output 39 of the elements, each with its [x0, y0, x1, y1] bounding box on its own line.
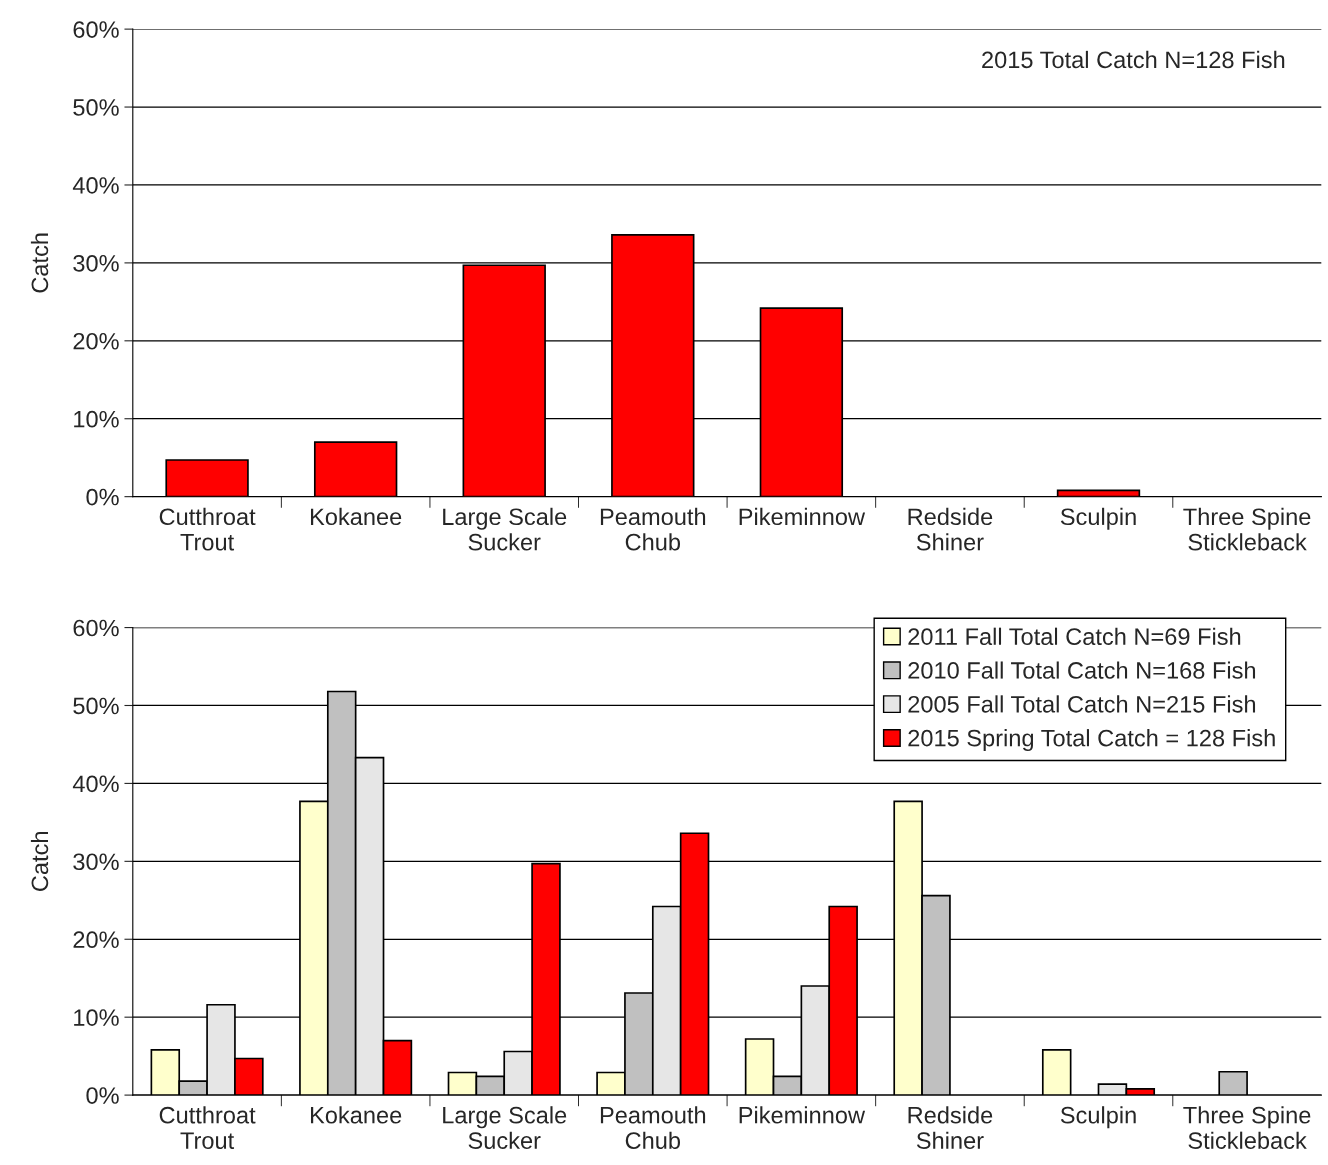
y-tick-label: 0% — [86, 488, 119, 506]
x-tick-label: Cutthroat Trout — [159, 1106, 256, 1149]
y-tick-label: 10% — [74, 1009, 119, 1026]
y-axis-title: Catch — [30, 233, 49, 293]
y-tick-label: 30% — [73, 254, 119, 272]
legend-label: 2010 Fall Total Catch N=168 Fish — [908, 661, 1256, 679]
x-tick-label: Pikeminnow — [739, 1106, 866, 1124]
x-tick-label: Large Scale Sucker — [443, 507, 567, 551]
x-tick-label: Kokanee — [310, 1106, 402, 1124]
y-tick-label: 50% — [73, 99, 119, 116]
bar — [313, 441, 398, 497]
y-tick-label: 50% — [73, 697, 119, 715]
y-axis-title: Catch — [30, 832, 49, 891]
x-tick-label: Redside Shiner — [908, 1106, 993, 1149]
bar — [165, 459, 249, 497]
legend-label: 2015 Spring Total Catch = 128 Fish — [908, 729, 1275, 752]
annotation: 2015 Total Catch N=128 Fish — [982, 50, 1285, 69]
x-tick-label: Peamouth Chub — [600, 1106, 706, 1149]
y-tick-label: 40% — [72, 177, 119, 194]
y-tick-label: 20% — [73, 931, 119, 949]
y-tick-label: 60% — [73, 619, 119, 637]
x-tick-label: Redside Shiner — [908, 507, 993, 551]
x-tick-label: Three Spine Stickleback — [1183, 507, 1311, 551]
legend-label: 2011 Fall Total Catch N=69 Fish — [908, 627, 1241, 645]
x-tick-label: Large Scale Sucker — [443, 1106, 567, 1149]
y-tick-label: 0% — [86, 1087, 119, 1104]
y-tick-label: 30% — [73, 853, 119, 871]
x-tick-label: Three Spine Stickleback — [1183, 1106, 1311, 1149]
x-tick-label: Peamouth Chub — [600, 507, 706, 551]
y-tick-label: 60% — [73, 21, 119, 38]
y-tick-label: 40% — [72, 775, 119, 793]
legend-label: 2005 Fall Total Catch N=215 Fish — [908, 695, 1256, 713]
x-tick-label: Cutthroat Trout — [159, 507, 256, 551]
y-tick-label: 20% — [73, 332, 119, 350]
y-tick-label: 10% — [74, 410, 119, 428]
x-tick-label: Pikeminnow — [739, 507, 866, 526]
x-tick-label: Sculpin — [1060, 1106, 1136, 1129]
x-tick-label: Kokanee — [310, 507, 402, 526]
x-tick-label: Sculpin — [1060, 507, 1136, 530]
